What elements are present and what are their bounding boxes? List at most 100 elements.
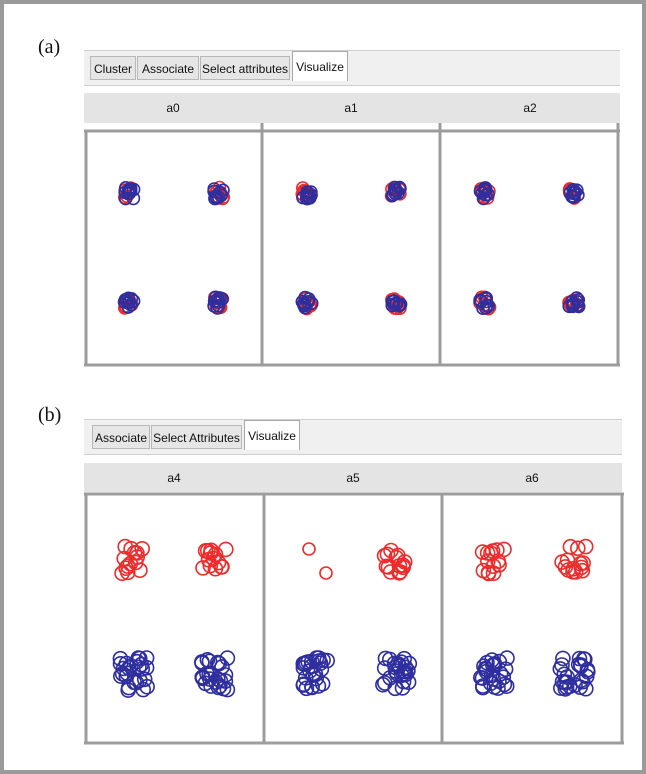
scatter-point-blue (301, 190, 316, 204)
scatter-point-blue (112, 668, 129, 684)
scatter-point-blue (219, 650, 236, 666)
scatter-point-blue (565, 299, 580, 314)
scatter-point-blue (381, 651, 398, 668)
scatter-point-blue (298, 680, 315, 697)
scatter-point-red (491, 557, 507, 573)
scatter-point-red (396, 554, 413, 570)
scatter-point-red (379, 546, 396, 563)
scatter-point-red (214, 559, 230, 575)
scatter-point-blue (194, 670, 211, 687)
column-label-a4: a4 (167, 471, 181, 485)
tab-visualize[interactable]: Visualize (292, 51, 348, 81)
scatter-point-red (195, 560, 211, 576)
scatter-point-blue (476, 191, 491, 206)
scatter-point-red (569, 540, 586, 557)
scatter-point-blue (392, 299, 407, 313)
scatter-point-blue (308, 670, 324, 687)
scatter-point-blue (563, 186, 577, 200)
scatter-point-red (119, 564, 136, 581)
scatter-point-blue (389, 296, 404, 311)
scatter-point-red (132, 562, 148, 578)
tab-associate[interactable]: Associate (92, 425, 150, 449)
tab-cluster[interactable]: Cluster (90, 56, 136, 80)
scatter-point-red (475, 562, 492, 579)
scatter-point-blue (570, 295, 585, 309)
panel-a-clusters (117, 180, 586, 316)
scatter-point-red (319, 566, 333, 580)
column-label-a0: a0 (166, 101, 180, 115)
scatter-point-blue (395, 666, 412, 682)
scatter-point-blue (201, 653, 218, 670)
scatter-point-blue (315, 652, 331, 668)
scatter-point-blue (304, 679, 320, 696)
column-label-a6: a6 (525, 471, 539, 485)
tab-select-attributes[interactable]: Select attributes (200, 56, 290, 80)
scatter-point-blue (397, 663, 413, 680)
scatter-point-blue (123, 658, 139, 674)
scatter-point-blue (298, 654, 314, 671)
scatter-point-red (197, 542, 214, 559)
panel-b-label: (b) (38, 404, 62, 426)
panel-a-column-header: a0 a1 a2 (84, 93, 620, 123)
scatter-point-blue (577, 680, 594, 697)
scatter-point-blue (478, 663, 495, 680)
scatter-point-blue (214, 188, 228, 203)
scatter-point-blue (566, 190, 581, 204)
scatter-point-blue (210, 301, 225, 315)
scatter-point-blue (209, 654, 226, 671)
scatter-point-blue (400, 674, 417, 690)
scatter-point-blue (474, 294, 489, 308)
tab-select-attributes[interactable]: Select Attributes (151, 425, 242, 449)
scatter-point-red (577, 538, 594, 555)
scatter-point-blue (295, 676, 312, 692)
scatter-point-blue (555, 650, 571, 667)
scatter-point-blue (118, 191, 133, 206)
panel-b-scatter-matrix (84, 492, 624, 746)
scatter-point-red (117, 538, 134, 555)
scatter-point-blue (121, 183, 136, 197)
scatter-point-red (572, 555, 589, 572)
scatter-point-blue (554, 674, 571, 690)
scatter-point-red (496, 541, 512, 558)
scatter-point-red (474, 544, 491, 560)
tab-visualize[interactable]: Visualize (244, 420, 300, 450)
scatter-point-red (134, 540, 151, 557)
panel-b-tabbar: Associate Select Attributes Visualize (84, 419, 622, 455)
scatter-point-blue (479, 188, 493, 202)
scatter-point-blue (121, 295, 136, 310)
scatter-point-blue (199, 652, 216, 668)
scatter-point-red (485, 565, 502, 581)
column-label-a5: a5 (346, 471, 360, 485)
panel-b-clusters (112, 538, 596, 698)
scatter-point-blue (498, 678, 515, 694)
scatter-point-red (391, 558, 408, 574)
scatter-point-blue (139, 678, 155, 695)
scatter-point-blue (123, 297, 138, 312)
scatter-point-blue (571, 650, 588, 667)
scatter-point-blue (574, 673, 591, 690)
scatter-point-blue (121, 300, 136, 314)
panel-b-column-header: a4 a5 a6 (84, 463, 622, 493)
scatter-point-blue (203, 678, 219, 694)
scatter-point-blue (214, 659, 230, 675)
scatter-point-blue (566, 183, 581, 197)
scatter-point-blue (389, 665, 406, 682)
scatter-point-blue (475, 679, 491, 696)
scatter-point-red (383, 542, 399, 559)
panel-a-scatter-matrix (84, 123, 620, 368)
scatter-point-blue (124, 292, 139, 306)
scatter-point-blue (499, 650, 515, 666)
scatter-point-blue (135, 681, 152, 698)
scatter-point-blue (495, 669, 512, 685)
scatter-point-blue (572, 657, 589, 673)
column-label-a2: a2 (523, 101, 537, 115)
scatter-point-blue (296, 656, 313, 672)
tab-associate[interactable]: Associate (137, 56, 199, 80)
panel-a-tabbar: Cluster Associate Select attributes Visu… (84, 50, 620, 86)
scatter-point-blue (476, 301, 490, 315)
panel-b-plot-area (84, 492, 624, 746)
scatter-point-blue (301, 295, 315, 309)
scatter-point-blue (552, 680, 569, 696)
panel-a-plot-area (84, 123, 620, 368)
scatter-point-red (380, 559, 397, 575)
